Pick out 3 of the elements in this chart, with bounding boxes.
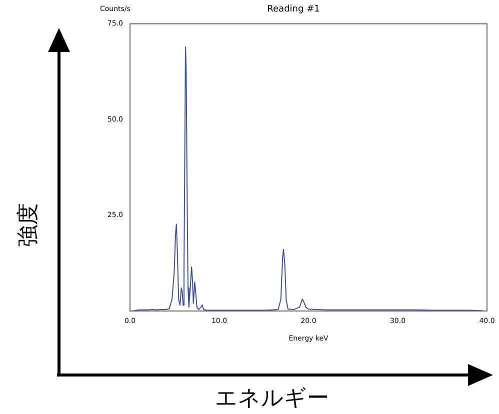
chart-title: Reading #1	[267, 4, 320, 15]
text: 強度	[15, 203, 42, 247]
text: エネルギー	[215, 385, 329, 413]
